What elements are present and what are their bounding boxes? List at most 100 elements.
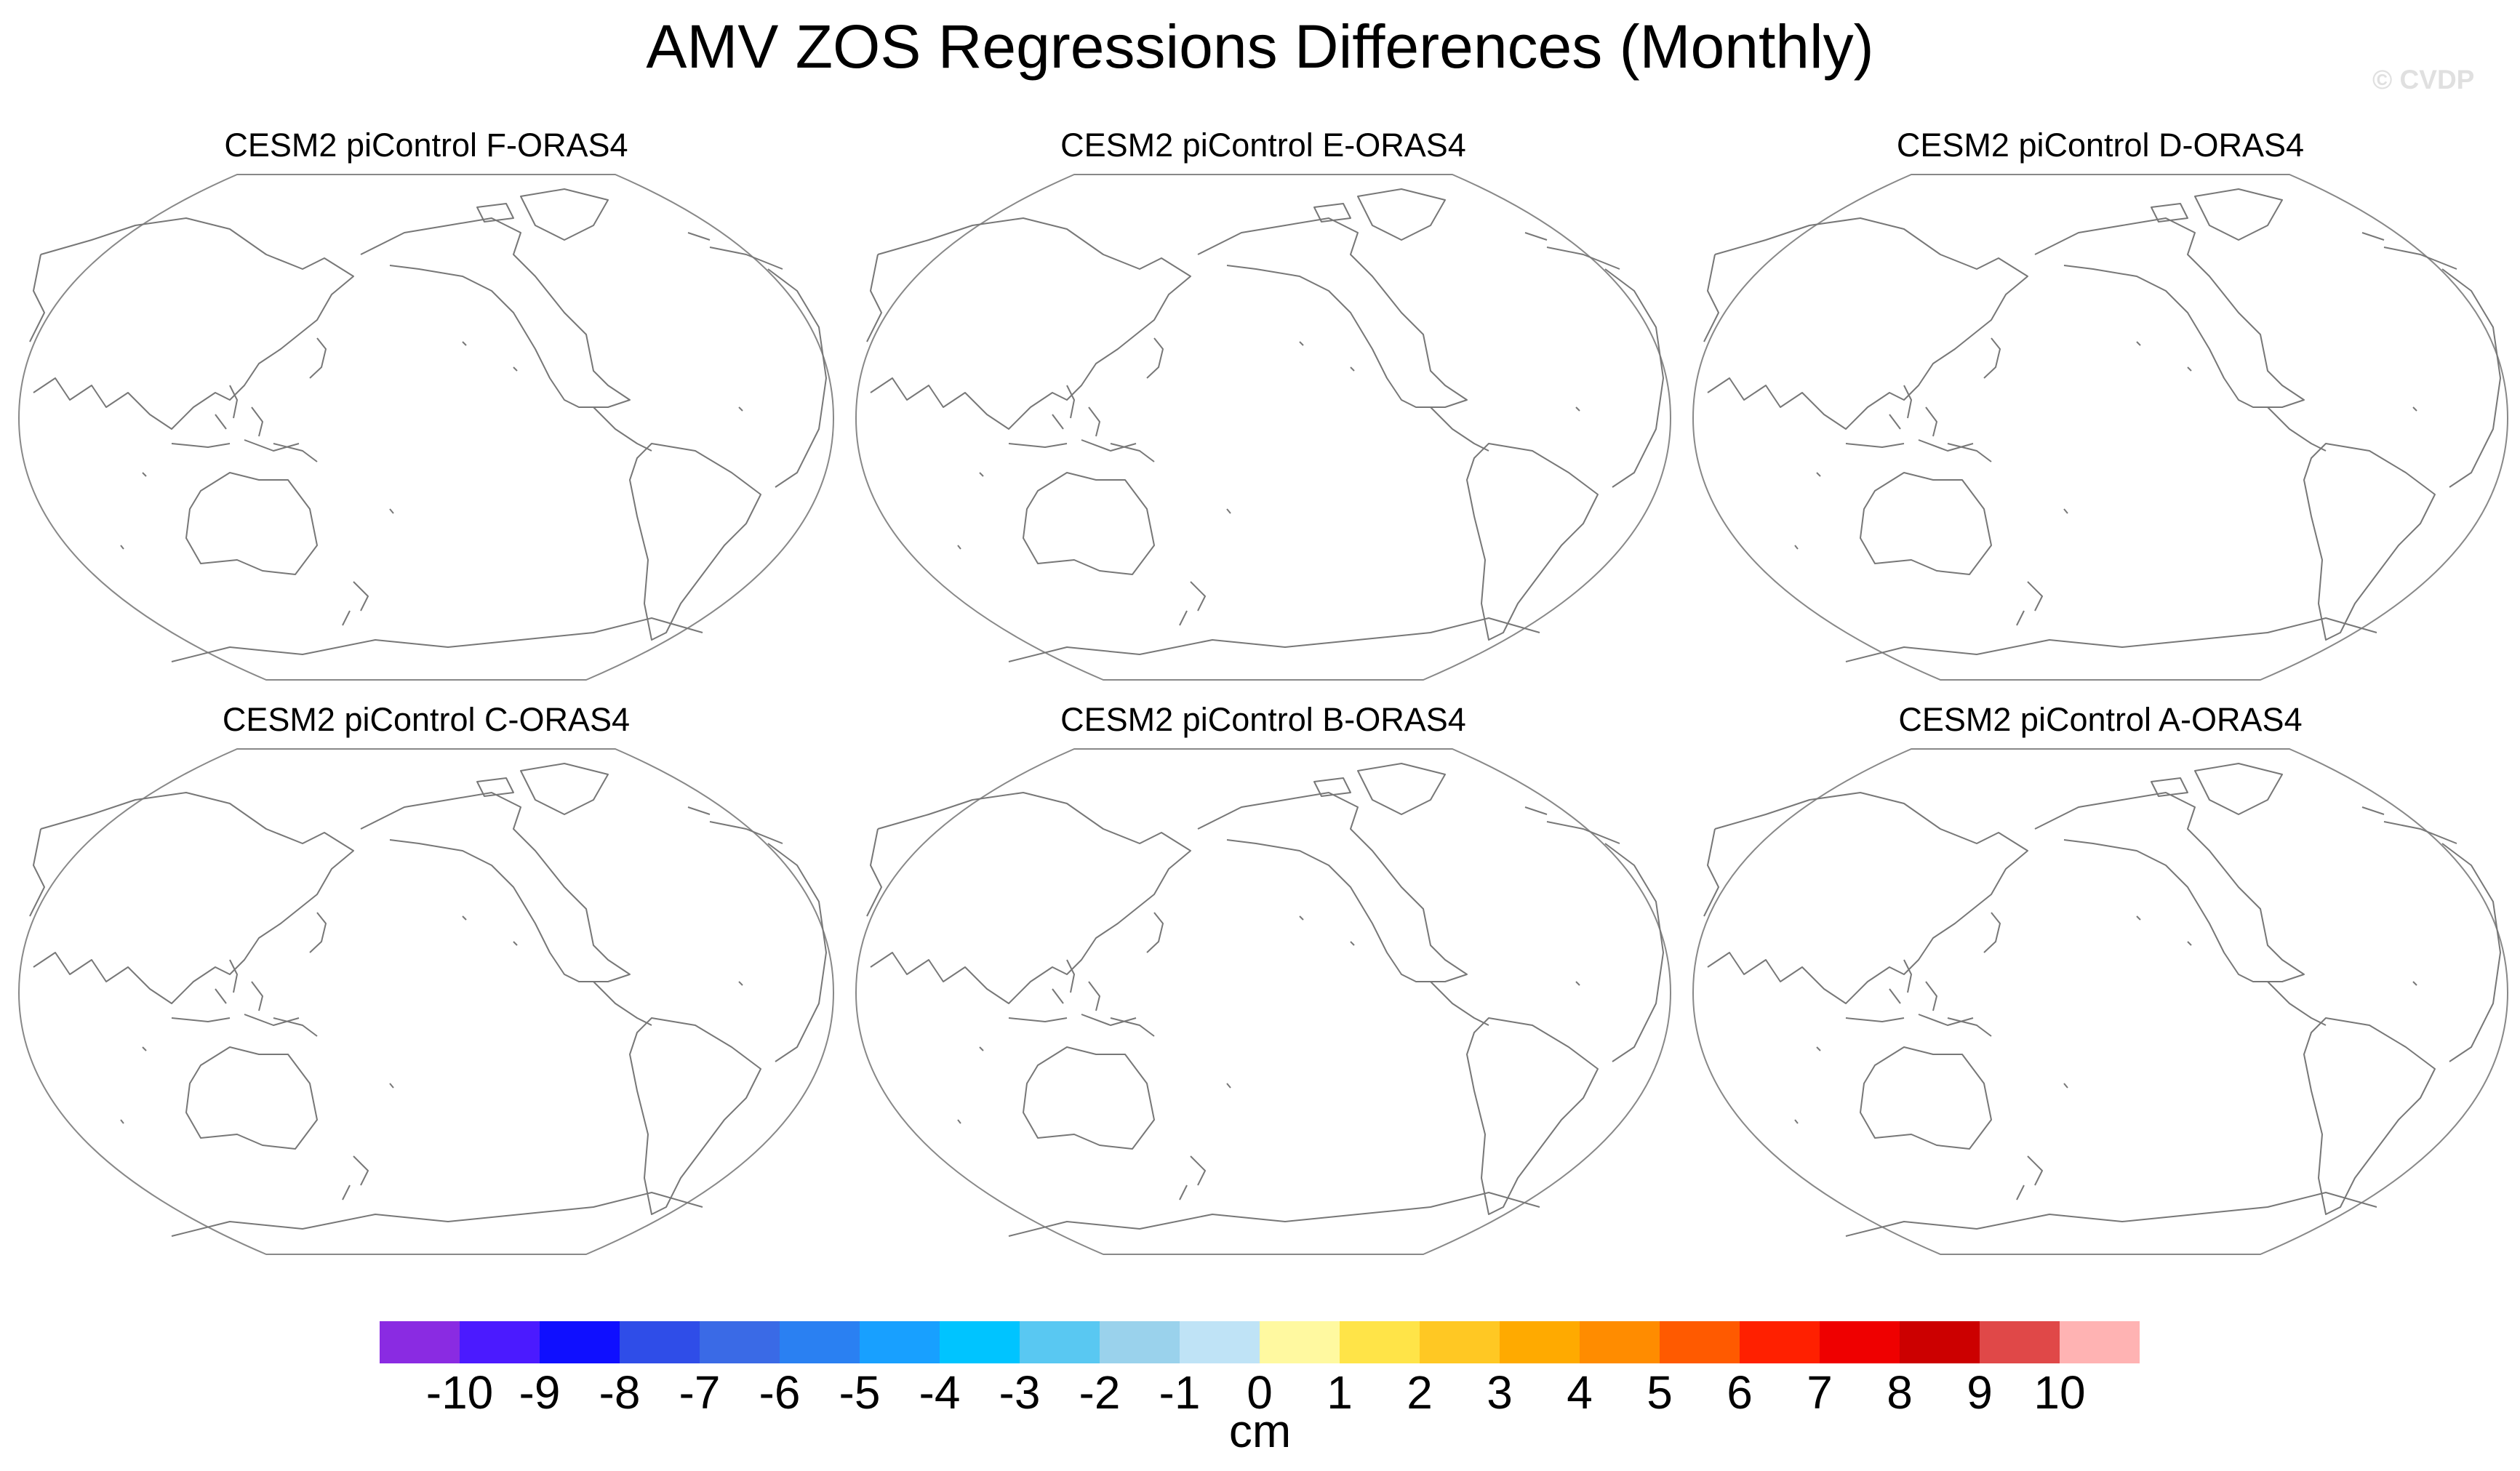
coastline — [2136, 915, 2141, 921]
coastline — [1088, 406, 1100, 437]
coastline — [215, 988, 227, 1004]
coastline — [1889, 988, 1901, 1004]
coastline — [389, 1083, 394, 1089]
coastline — [1707, 217, 2028, 430]
coastline — [309, 337, 327, 379]
colorbar-tick-label: -5 — [839, 1366, 881, 1419]
colorbar-tick-label: -2 — [1079, 1366, 1121, 1419]
coastline — [870, 217, 1191, 430]
colorbar-swatch — [780, 1321, 860, 1363]
colorbar-swatch — [1900, 1321, 1980, 1363]
coastline — [629, 443, 761, 641]
coastline — [1845, 1192, 2377, 1237]
colorbar-swatch — [460, 1321, 540, 1363]
coastline — [1008, 1192, 1540, 1237]
coastline — [33, 217, 354, 430]
coastline — [593, 981, 652, 1026]
coastline — [1350, 366, 1355, 372]
panel-title: CESM2 piControl A-ORAS4 — [1898, 701, 2303, 738]
coastline — [1546, 821, 1620, 844]
coastline — [1524, 232, 1548, 241]
colorbar-swatch — [620, 1321, 700, 1363]
coastline — [1860, 1046, 1992, 1150]
map-outline — [1692, 748, 2509, 1255]
world-map — [17, 174, 835, 681]
world-map — [855, 748, 1672, 1255]
coastline — [1313, 777, 1351, 797]
colorbar-swatch — [940, 1321, 1020, 1363]
map-panel-d: CESM2 piControl D-ORAS4 — [1686, 124, 2515, 691]
coastline — [2063, 508, 2068, 514]
coastline — [957, 545, 961, 550]
colorbar-tick-label: -8 — [599, 1366, 641, 1419]
coastline — [520, 763, 609, 815]
coastline — [1146, 337, 1164, 379]
coastline — [244, 1014, 300, 1026]
coastline — [1179, 610, 1188, 626]
coastline — [353, 581, 369, 612]
coastline — [33, 792, 354, 1004]
coastline — [273, 1017, 318, 1037]
coastline — [462, 915, 467, 921]
coastline — [342, 610, 351, 626]
coastline — [1845, 1017, 1905, 1022]
coastline — [1524, 806, 1548, 815]
coastline — [229, 959, 238, 993]
coastline — [2361, 232, 2385, 241]
coastline — [1466, 443, 1599, 641]
map-panel-f: CESM2 piControl F-ORAS4 — [12, 124, 841, 691]
coastline — [1110, 443, 1155, 462]
map-outline — [855, 748, 1672, 1255]
world-map — [855, 174, 1672, 681]
coastline — [353, 1155, 369, 1186]
colorbar-tick-label: 3 — [1487, 1366, 1513, 1419]
coastline — [767, 268, 827, 488]
coastline — [251, 406, 263, 437]
coastline — [29, 828, 45, 917]
coastline — [1197, 217, 1468, 408]
colorbar-swatch — [1100, 1321, 1180, 1363]
coastline — [870, 792, 1191, 1004]
coastline — [273, 443, 318, 462]
coastline — [1052, 414, 1064, 430]
coastline — [309, 912, 327, 953]
coastline — [2136, 341, 2141, 346]
coastline — [1190, 1155, 1206, 1186]
colorbar-tick-label: -9 — [519, 1366, 561, 1419]
coastline — [2016, 1185, 2025, 1201]
coastline — [709, 821, 783, 844]
coastline — [866, 828, 882, 917]
coastline — [2267, 981, 2327, 1026]
colorbar-tick-label: 8 — [1887, 1366, 1913, 1419]
coastline — [1918, 1014, 1974, 1026]
coastline — [1816, 1046, 1821, 1051]
coastline — [1430, 981, 1489, 1026]
coastline — [513, 366, 518, 372]
coastline — [1190, 581, 1206, 612]
coastline — [2151, 777, 2188, 797]
coastline — [1081, 1014, 1137, 1026]
colorbar-swatch — [700, 1321, 780, 1363]
coastline — [1903, 959, 1912, 993]
colorbar-swatch — [1980, 1321, 2060, 1363]
coastline — [1008, 617, 1540, 662]
coastline — [738, 981, 743, 986]
world-map — [1692, 748, 2509, 1255]
colorbar-tick-label: -7 — [679, 1366, 721, 1419]
coastline — [142, 1046, 147, 1051]
colorbar-swatch — [860, 1321, 940, 1363]
map-outline — [17, 174, 835, 681]
coastline — [2267, 406, 2327, 452]
panel-title: CESM2 piControl D-ORAS4 — [1896, 127, 2305, 164]
coastline — [1604, 843, 1664, 1062]
coastline — [2034, 217, 2305, 408]
coastline — [2303, 1017, 2436, 1215]
coastline — [1066, 959, 1075, 993]
colorbar-tick-label: -6 — [759, 1366, 801, 1419]
coastline — [462, 341, 467, 346]
coastline — [1350, 941, 1355, 946]
coastline — [1546, 246, 1620, 270]
coastline — [1575, 981, 1580, 986]
figure-title: AMV ZOS Regressions Differences (Monthly… — [646, 12, 1874, 81]
panel-title: CESM2 piControl C-ORAS4 — [222, 701, 631, 738]
